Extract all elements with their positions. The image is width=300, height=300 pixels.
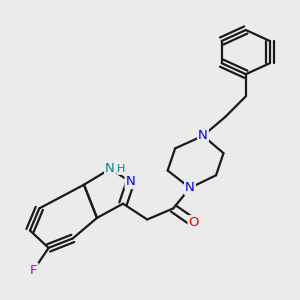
Text: N: N bbox=[126, 175, 135, 188]
Text: F: F bbox=[30, 263, 38, 277]
Text: O: O bbox=[188, 216, 199, 229]
Text: N: N bbox=[198, 129, 208, 142]
Text: H: H bbox=[117, 164, 126, 174]
Text: N: N bbox=[185, 182, 195, 194]
Text: N: N bbox=[105, 162, 115, 176]
